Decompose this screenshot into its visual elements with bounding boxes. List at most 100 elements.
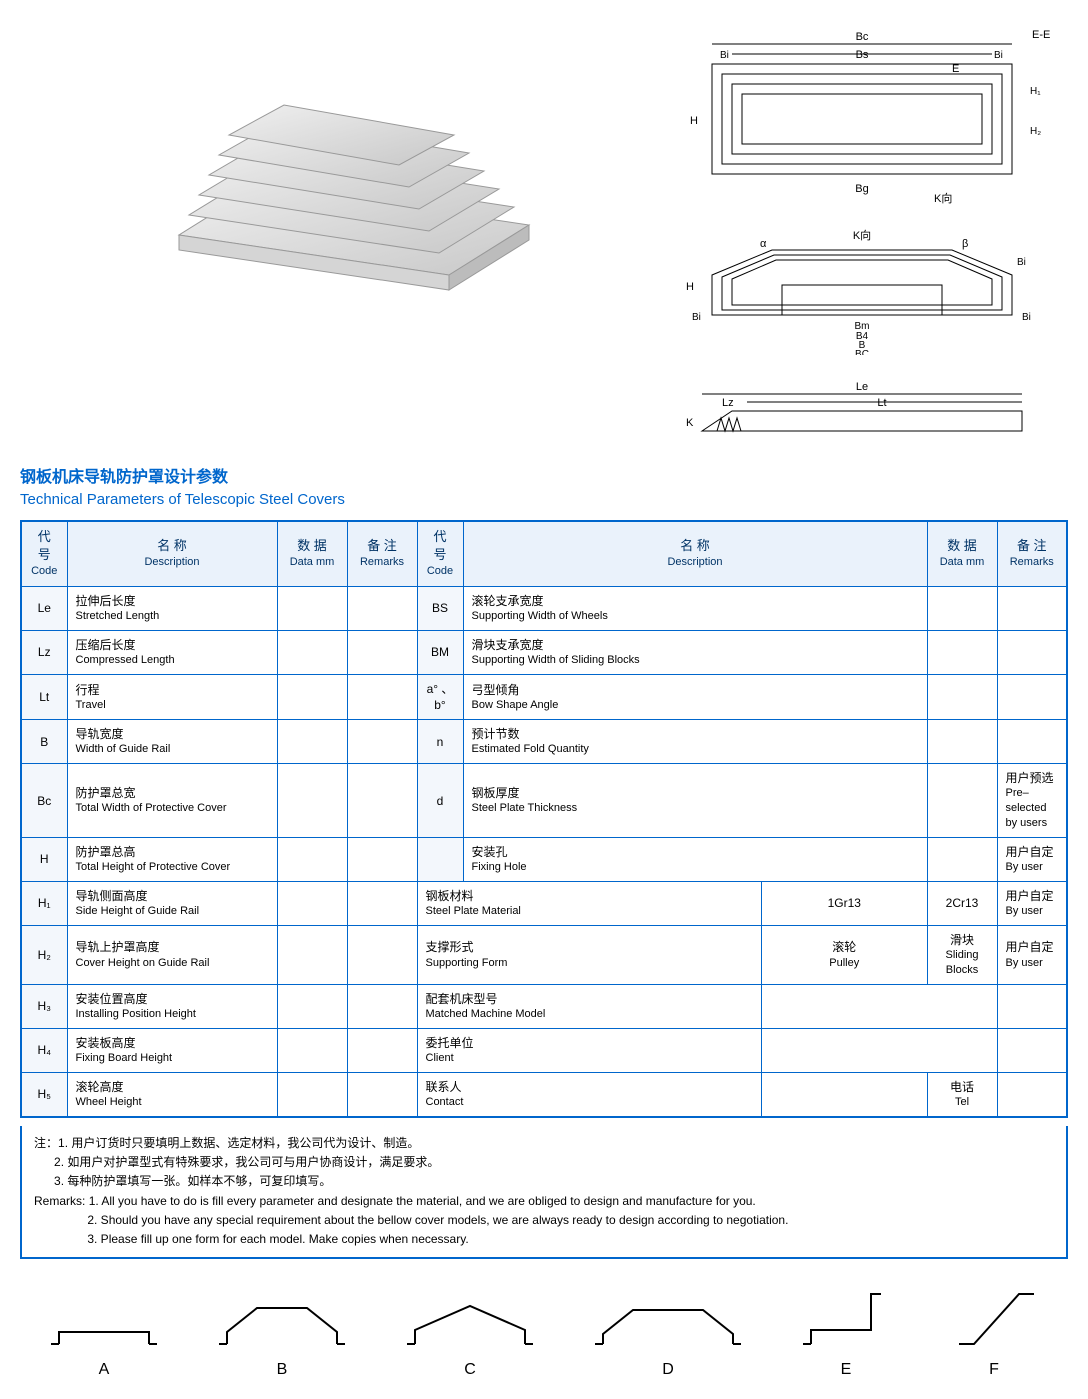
data-cell[interactable] [277,837,347,881]
label-e: E [952,63,959,75]
label-ee: E-E [1032,29,1050,41]
data-cell[interactable] [277,1072,347,1117]
code-cell: Le [21,586,67,630]
support-label: 支撑形式Supporting Form [417,926,761,985]
table-row: H₂导轨上护罩高度Cover Height on Guide Rail 支撑形式S… [21,926,1067,985]
desc-cell: 弓型倾角Bow Shape Angle [463,674,927,719]
data-cell[interactable] [277,926,347,985]
remarks-cell [997,586,1067,630]
table-row: Lz压缩后长度Compressed LengthBM滑块支承宽度Supporti… [21,630,1067,674]
code-cell: Bc [21,764,67,838]
remarks-cell [347,837,417,881]
technical-diagrams: Bc Bs Bi Bi E-E E Bg K向 H H₁ H₂ [668,20,1068,463]
label-le: Le [856,381,868,393]
contact-label: 联系人Contact [417,1072,761,1117]
diagram-front-view: Bc Bs Bi Bi E-E E Bg K向 H H₁ H₂ [668,20,1068,211]
data-cell[interactable] [927,674,997,719]
desc-cell: 导轨宽度Width of Guide Rail [67,720,277,764]
code-cell [417,837,463,881]
data-cell[interactable] [277,764,347,838]
desc-cell: 滚轮高度Wheel Height [67,1072,277,1117]
header-code2: 代 号Code [417,521,463,586]
data-cell[interactable] [927,720,997,764]
shape-a: A [44,1294,164,1379]
table-row: Bc防护罩总宽Total Width of Protective Coverd钢… [21,764,1067,838]
remarks-cell: 用户自定By user [997,926,1067,985]
data-cell[interactable] [927,630,997,674]
remarks-cell [347,764,417,838]
data-cell[interactable] [277,674,347,719]
data-cell[interactable] [277,984,347,1028]
label-alpha: α [760,238,767,250]
label-k: K向 [934,191,952,204]
table-row: H₅滚轮高度Wheel Height联系人Contact电话Tel [21,1072,1067,1117]
code-cell: H₂ [21,926,67,985]
page-title-zh: 钢板机床导轨防护罩设计参数 [20,463,1068,487]
shape-options: A B C D E F [20,1289,1068,1379]
remarks-cell [997,1028,1067,1072]
code-cell: Lt [21,674,67,719]
code-cell: H₃ [21,984,67,1028]
material-label: 钢板材料Steel Plate Material [417,881,761,925]
desc-cell: 安装位置高度Installing Position Height [67,984,277,1028]
desc-cell: 安装板高度Fixing Board Height [67,1028,277,1072]
desc-cell: 导轨侧面高度Side Height of Guide Rail [67,881,277,925]
data-cell[interactable] [277,881,347,925]
label-bi-l: Bi [720,50,729,61]
desc-cell: 滑块支承宽度Supporting Width of Sliding Blocks [463,630,927,674]
material-opt1[interactable]: 1Gr13 [761,881,927,925]
remarks-cell [347,586,417,630]
header-data: 数 据Data mm [277,521,347,586]
label-h1: H₁ [1030,86,1041,97]
code-cell: B [21,720,67,764]
header-code: 代 号Code [21,521,67,586]
desc-cell: 钢板厚度Steel Plate Thickness [463,764,927,838]
page-title-en: Technical Parameters of Telescopic Steel… [20,491,1068,508]
data-cell[interactable] [927,764,997,838]
tel-label: 电话Tel [927,1072,997,1117]
shape-f: F [944,1284,1044,1379]
label-bg: Bg [855,183,868,195]
code-cell: Lz [21,630,67,674]
code-cell: BS [417,586,463,630]
shape-d: D [588,1294,748,1379]
data-cell[interactable] [277,586,347,630]
label-h2: H₂ [1030,126,1041,137]
parameter-table: 代 号Code 名 称Description 数 据Data mm 备 注Rem… [20,520,1068,1118]
tel-value[interactable] [997,1072,1067,1117]
remarks-cell: 用户预选Pre–selected by users [997,764,1067,838]
support-opt1[interactable]: 滚轮Pulley [761,926,927,985]
label-bi3: Bi [1022,312,1031,323]
label-kside: K [686,417,694,429]
diagram-side-view: Le Lt Lz K [668,372,1068,463]
remarks-cell: 用户自定By user [997,837,1067,881]
table-row: H₁导轨侧面高度Side Height of Guide Rail钢板材料Ste… [21,881,1067,925]
remarks-cell [347,1028,417,1072]
desc-cell: 导轨上护罩高度Cover Height on Guide Rail [67,926,277,985]
notes-en: Remarks: 1. All you have to do is fill e… [34,1192,1054,1250]
header-remarks: 备 注Remarks [347,521,417,586]
remarks-cell [997,984,1067,1028]
remarks-cell [347,630,417,674]
label-bs: Bs [856,49,869,61]
desc-cell: 压缩后长度Compressed Length [67,630,277,674]
machine-label: 配套机床型号Matched Machine Model [417,984,761,1028]
label-bi2: Bi [692,312,701,323]
data-cell[interactable] [277,1028,347,1072]
code-cell: H₄ [21,1028,67,1072]
material-opt2[interactable]: 2Cr13 [927,881,997,925]
contact-value[interactable] [761,1072,927,1117]
data-cell[interactable] [927,837,997,881]
machine-value[interactable] [761,984,997,1028]
code-cell: d [417,764,463,838]
data-cell[interactable] [927,586,997,630]
client-value[interactable] [761,1028,997,1072]
diagram-k-view: K向 α β Bi Bi Bi Bm B4 B BC H [668,221,1068,362]
remarks-cell [347,674,417,719]
data-cell[interactable] [277,630,347,674]
data-cell[interactable] [277,720,347,764]
support-opt2[interactable]: 滑块Sliding Blocks [927,926,997,985]
label-bi1: Bi [1017,257,1026,268]
notes-zh: 注：1. 用户订货时只要填明上数据、选定材料，我公司代为设计、制造。 2. 如用… [34,1134,1054,1192]
desc-cell: 拉伸后长度Stretched Length [67,586,277,630]
